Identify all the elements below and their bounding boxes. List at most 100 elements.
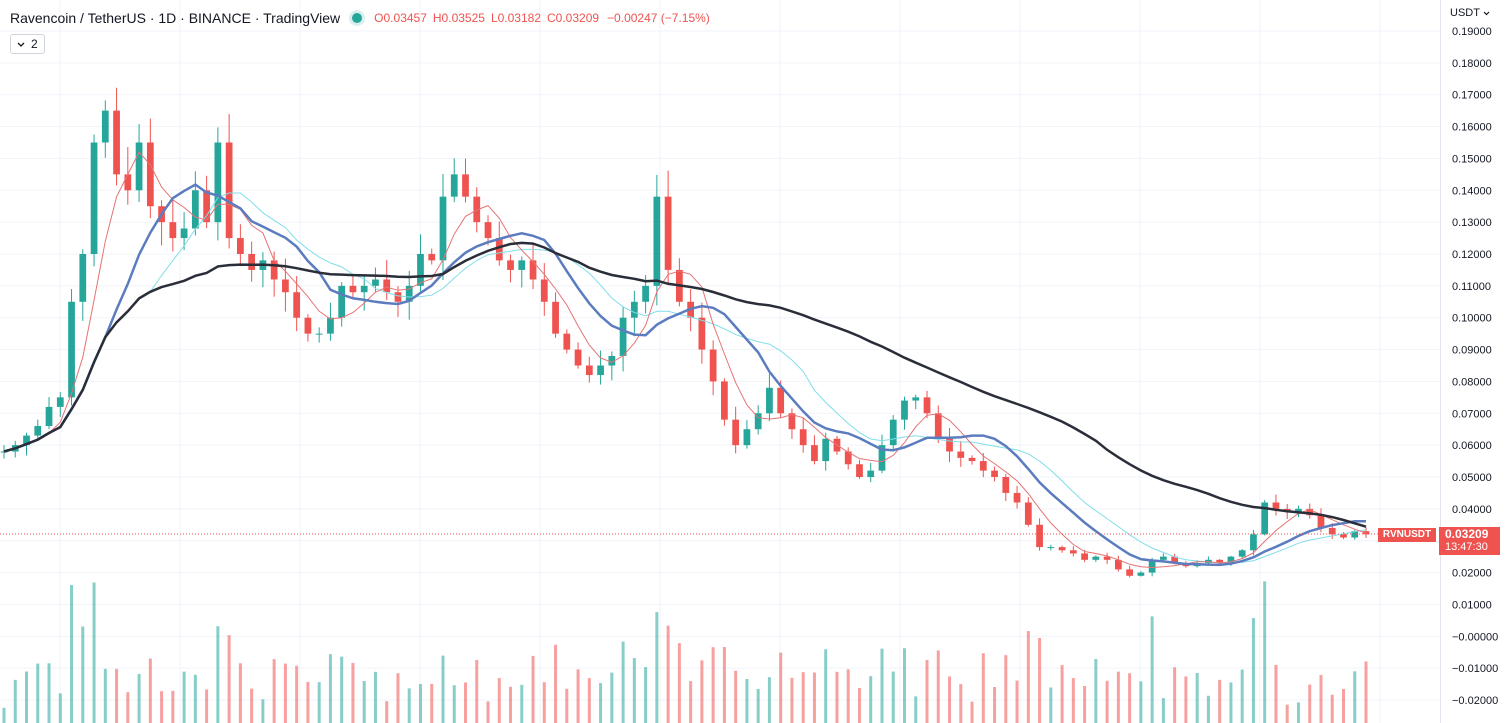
volume-bar	[238, 663, 242, 723]
volume-bar	[340, 656, 344, 723]
volume-bar	[261, 699, 265, 723]
candle-body	[135, 142, 143, 191]
volume-bar	[396, 673, 400, 723]
volume-bar	[1364, 661, 1368, 723]
volume-bar	[1296, 702, 1300, 723]
candle-body	[473, 196, 481, 223]
volume-bar	[846, 669, 850, 723]
symbol-title[interactable]: Ravencoin / TetherUS · 1D · BINANCE · Tr…	[10, 10, 341, 26]
chart-legend[interactable]: Ravencoin / TetherUS · 1D · BINANCE · Tr…	[10, 8, 710, 28]
candle-body	[743, 429, 751, 446]
volume-bar	[993, 687, 997, 723]
volume-bar	[1083, 686, 1087, 723]
currency-label: USDT	[1450, 7, 1480, 19]
volume-bar	[835, 671, 839, 723]
ohlc-values: O0.03457 H0.03525 L0.03182 C0.03209 −0.0…	[374, 11, 710, 25]
volume-bar	[767, 677, 771, 723]
ma-fast-line	[3, 151, 1367, 569]
volume-bar	[902, 648, 906, 723]
candle-body	[1092, 556, 1100, 560]
candle-body	[327, 317, 334, 334]
volume-bar	[812, 672, 816, 723]
candle-body	[428, 254, 436, 261]
candle-body	[664, 196, 672, 270]
volume-bar	[137, 673, 141, 723]
volume-bar	[745, 678, 749, 723]
candle-body	[1148, 559, 1156, 573]
candle-body	[507, 260, 514, 270]
volume-bar	[295, 665, 299, 723]
candle-body	[180, 228, 188, 239]
candle-body	[1328, 527, 1336, 535]
volume-bar	[373, 671, 377, 723]
ma-slow-line	[3, 241, 1367, 528]
volume-bar	[250, 688, 254, 723]
candle-body	[293, 292, 301, 318]
candle-body	[1126, 569, 1133, 576]
candle-body	[90, 142, 98, 254]
candle-body	[597, 365, 604, 376]
candle-body	[372, 279, 379, 286]
candle-body	[1250, 534, 1257, 551]
candle-body	[360, 285, 368, 293]
volume-bar	[1150, 616, 1154, 723]
candle-body	[439, 196, 447, 261]
volume-bar	[25, 671, 29, 723]
volume-bar	[700, 660, 704, 723]
volume-bar	[914, 696, 918, 723]
candle-body	[901, 400, 908, 420]
volume-bar	[520, 684, 524, 723]
price-axis-tick: 0.19000	[1452, 26, 1492, 38]
candle-body	[1317, 515, 1325, 528]
candle-body	[349, 285, 357, 293]
volume-bar	[92, 582, 96, 723]
candle-body	[169, 222, 177, 239]
volume-bar	[182, 671, 186, 723]
volume-bar	[1094, 658, 1098, 723]
candle-body	[946, 438, 953, 452]
candle-body	[101, 110, 109, 143]
candle-body	[608, 355, 616, 366]
candle-body	[991, 470, 998, 477]
candle-body	[315, 333, 323, 335]
volume-bar	[1038, 637, 1042, 723]
candle-body	[912, 397, 920, 401]
volume-bar	[891, 671, 895, 723]
candle-body	[552, 301, 559, 334]
volume-bar	[464, 682, 468, 723]
volume-bar	[283, 663, 287, 723]
volume-bar	[70, 585, 74, 723]
volume-bar	[1274, 664, 1278, 723]
candle-body	[282, 279, 289, 293]
candle-body	[1160, 556, 1167, 560]
volume-bar	[2, 707, 6, 723]
volume-bar	[227, 635, 231, 723]
price-axis-tick: −0.00000	[1452, 631, 1498, 643]
candle-body	[574, 349, 582, 366]
bar-countdown: 13:47:30	[1445, 541, 1488, 553]
candle-body	[968, 457, 976, 462]
candle-body	[642, 285, 649, 302]
candle-body	[889, 419, 897, 446]
volume-bar	[824, 649, 828, 723]
candle-body	[844, 451, 852, 465]
currency-selector[interactable]: USDT	[1450, 7, 1490, 19]
candle-body	[1047, 547, 1055, 549]
last-price-value: 0.03209	[1445, 527, 1489, 541]
volume-bar	[418, 684, 422, 723]
candle-body	[113, 110, 120, 175]
volume-bar	[317, 682, 321, 723]
volume-bar	[475, 660, 479, 723]
candle-body	[383, 279, 391, 293]
ma-light-line	[3, 192, 1367, 564]
candle-body	[698, 317, 706, 350]
candle-body	[979, 461, 987, 471]
indicators-toggle-button[interactable]: 2	[10, 34, 45, 54]
volume-bar	[1229, 682, 1233, 723]
market-status-icon[interactable]	[352, 13, 363, 23]
candle-body	[788, 413, 796, 430]
candle-body	[248, 254, 256, 270]
last-price-label: 0.03209 13:47:30	[1439, 527, 1500, 555]
